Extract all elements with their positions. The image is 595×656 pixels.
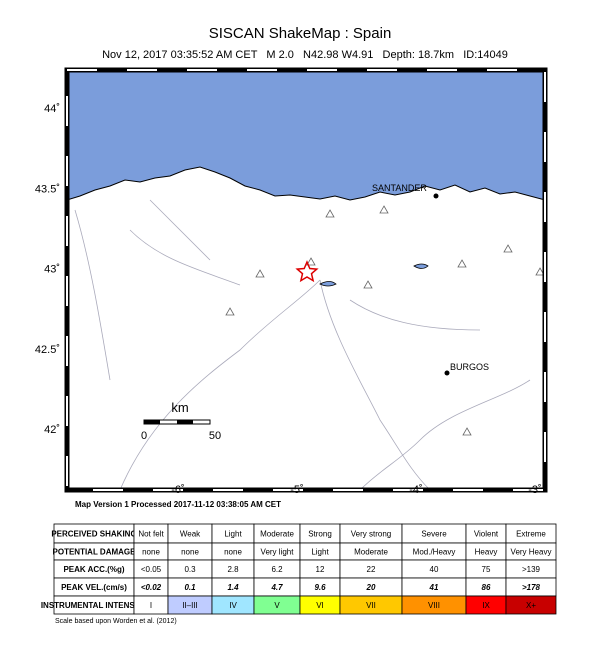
legend-row-label: POTENTIAL DAMAGE	[53, 548, 137, 557]
city-dot	[433, 193, 439, 199]
lat-label: 42˚	[44, 424, 60, 436]
frame-ticks	[66, 69, 546, 491]
lat-label: 44˚	[44, 103, 60, 115]
lon-label: -5˚	[290, 484, 303, 496]
lon-label: -3˚	[528, 484, 541, 496]
legend-value: I	[150, 601, 152, 610]
legend-value: <0.02	[141, 583, 162, 592]
lat-label: 43.5˚	[35, 183, 60, 195]
stations	[225, 205, 545, 436]
legend-value: 1.4	[227, 583, 239, 592]
legend-value: Light	[224, 530, 242, 539]
scale-tick: 0	[141, 430, 147, 442]
legend-value: none	[181, 548, 199, 557]
scale-unit: km	[171, 400, 188, 415]
lat-label: 42.5˚	[35, 344, 60, 356]
legend-value: VI	[316, 601, 324, 610]
map: SANTANDER BURGOS km 0 50	[64, 67, 548, 493]
legend-cell	[505, 595, 557, 615]
processed-note: Map Version 1 Processed 2017-11-12 03:38…	[75, 500, 281, 509]
legend-value: IX	[482, 601, 490, 610]
legend-value: Not felt	[138, 530, 164, 539]
title: SISCAN ShakeMap : Spain	[209, 25, 392, 42]
legend-value: >139	[522, 565, 541, 574]
legend-value: 41	[429, 583, 439, 592]
legend-value: Strong	[308, 530, 332, 539]
legend-value: none	[224, 548, 242, 557]
legend-value: Weak	[180, 530, 201, 539]
place-label: BURGOS	[450, 362, 489, 372]
place-label: SANTANDER	[372, 183, 427, 193]
legend-row-label: PEAK ACC.(%g)	[63, 565, 124, 574]
legend-value: VIII	[428, 601, 440, 610]
legend-value: 0.1	[184, 583, 196, 592]
legend-value: Very Heavy	[511, 548, 552, 557]
lat-label: 43˚	[44, 264, 60, 276]
rivers	[74, 199, 531, 491]
city-dot	[444, 370, 450, 376]
subtitle: Nov 12, 2017 03:35:52 AM CET M 2.0 N42.9…	[102, 49, 508, 61]
legend-value: 9.6	[314, 583, 326, 592]
legend-value: 0.3	[184, 565, 196, 574]
legend-table: PERCEIVED SHAKING Not felt Weak Light Modera…	[41, 523, 557, 615]
legend-value: X+	[526, 601, 536, 610]
scale-note: Scale based upon Worden et al. (2012)	[55, 618, 177, 625]
legend-value: none	[142, 548, 160, 557]
legend-value: Severe	[421, 530, 447, 539]
lon-label: -4˚	[409, 484, 422, 496]
legend-value: 4.7	[270, 583, 283, 592]
legend-value: VII	[366, 601, 376, 610]
legend-value: 12	[316, 565, 325, 574]
legend-value: 22	[367, 565, 376, 574]
legend-value: IV	[229, 601, 237, 610]
scale-tick: 50	[209, 430, 221, 442]
legend-value: Moderate	[354, 548, 388, 557]
epicenter	[295, 260, 319, 283]
reservoirs	[319, 263, 429, 287]
legend-value: Mod./Heavy	[413, 548, 456, 557]
legend-value: Moderate	[260, 530, 294, 539]
legend-value: 20	[366, 583, 376, 592]
legend-value: 86	[482, 583, 491, 592]
legend-value: 2.8	[227, 565, 239, 574]
legend-value: <0.05	[141, 565, 162, 574]
legend-value: Light	[311, 548, 329, 557]
legend-row-label: INSTRUMENTAL INTENSITY	[41, 601, 148, 610]
legend-row-label: PEAK VEL.(cm/s)	[61, 583, 127, 592]
legend-value: II–III	[182, 601, 198, 610]
legend-value: 6.2	[271, 565, 283, 574]
legend-value: Very strong	[351, 530, 391, 539]
sea	[66, 69, 546, 201]
legend-value: Heavy	[475, 548, 498, 557]
legend-value: 75	[482, 565, 491, 574]
legend-row-label: PERCEIVED SHAKING	[51, 530, 136, 539]
legend-value: Violent	[474, 530, 499, 539]
legend-value: V	[274, 601, 280, 610]
scale-bar: km 0 50	[141, 400, 221, 442]
legend-value: Extreme	[516, 530, 546, 539]
lon-label: -6˚	[171, 484, 184, 496]
legend-value: 40	[430, 565, 439, 574]
legend-value: >178	[522, 583, 541, 592]
legend-value: Very light	[261, 548, 295, 557]
